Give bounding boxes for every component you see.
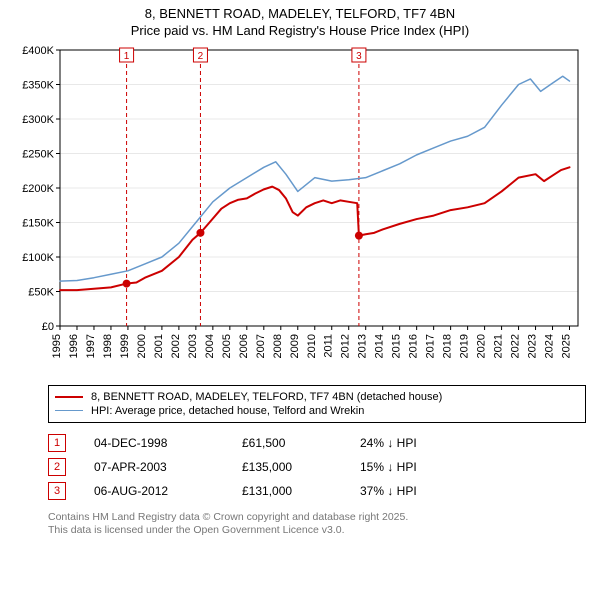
x-tick-label: 2001	[153, 334, 165, 358]
y-tick-label: £400K	[22, 45, 54, 57]
sale-marker-number: 1	[124, 51, 130, 62]
x-tick-label: 2009	[289, 334, 301, 358]
legend-item: 8, BENNETT ROAD, MADELEY, TELFORD, TF7 4…	[55, 390, 579, 404]
sale-diff: 15% ↓ HPI	[360, 460, 470, 474]
x-tick-label: 2015	[391, 334, 403, 358]
legend: 8, BENNETT ROAD, MADELEY, TELFORD, TF7 4…	[48, 385, 586, 423]
x-tick-label: 2010	[306, 334, 318, 358]
sale-row: 3 06-AUG-2012 £131,000 37% ↓ HPI	[48, 479, 586, 503]
price-chart: £0 £50K £100K £150K £200K £250K £300K £350K £400…	[12, 44, 588, 374]
x-tick-label: 2013	[357, 334, 369, 358]
title-line2: Price paid vs. HM Land Registry's House …	[0, 23, 600, 40]
legend-swatch	[55, 410, 83, 411]
x-tick-label: 2012	[340, 334, 352, 358]
title-line1: 8, BENNETT ROAD, MADELEY, TELFORD, TF7 4…	[0, 6, 600, 23]
y-tick-label: £100K	[22, 252, 54, 264]
sale-marker-number: 3	[356, 51, 362, 62]
x-tick-label: 2025	[561, 334, 573, 358]
footer-line2: This data is licensed under the Open Gov…	[48, 524, 586, 538]
sale-price: £135,000	[242, 460, 332, 474]
footer-attribution: Contains HM Land Registry data © Crown c…	[48, 511, 586, 538]
x-tick-label: 2021	[493, 334, 505, 358]
x-tick-label: 2007	[255, 334, 267, 358]
sale-marker-ref: 3	[48, 482, 66, 500]
y-tick-label: £350K	[22, 79, 54, 91]
x-tick-label: 1999	[119, 334, 131, 358]
sale-diff: 24% ↓ HPI	[360, 436, 470, 450]
x-tick-label: 1996	[68, 334, 80, 358]
sale-price: £131,000	[242, 484, 332, 498]
sale-date: 04-DEC-1998	[94, 436, 214, 450]
sale-row: 1 04-DEC-1998 £61,500 24% ↓ HPI	[48, 431, 586, 455]
sales-table: 1 04-DEC-1998 £61,500 24% ↓ HPI 2 07-APR-2003…	[48, 431, 586, 503]
y-tick-label: £0	[42, 321, 54, 333]
chart-container: £0 £50K £100K £150K £200K £250K £300K £350K £400…	[12, 44, 588, 377]
x-tick-label: 1998	[102, 334, 114, 358]
x-tick-label: 2014	[374, 334, 386, 358]
x-tick-label: 2016	[408, 334, 420, 358]
sale-marker-ref: 2	[48, 458, 66, 476]
y-tick-label: £50K	[28, 286, 54, 298]
x-tick-label: 2005	[221, 334, 233, 358]
x-tick-label: 2008	[272, 334, 284, 358]
y-tick-label: £300K	[22, 114, 54, 126]
sale-marker-number: 2	[198, 51, 204, 62]
legend-label: 8, BENNETT ROAD, MADELEY, TELFORD, TF7 4…	[91, 391, 442, 403]
sale-marker-ref: 1	[48, 434, 66, 452]
x-tick-label: 2004	[204, 334, 216, 358]
series-hpi	[60, 76, 570, 281]
x-tick-label: 2011	[323, 334, 335, 358]
x-tick-label: 1997	[85, 334, 97, 358]
sale-row: 2 07-APR-2003 £135,000 15% ↓ HPI	[48, 455, 586, 479]
x-tick-label: 2019	[459, 334, 471, 358]
x-tick-label: 2022	[510, 334, 522, 358]
x-tick-label: 2006	[238, 334, 250, 358]
sale-price: £61,500	[242, 436, 332, 450]
x-tick-label: 2002	[170, 334, 182, 358]
x-tick-label: 2020	[476, 334, 488, 358]
legend-item: HPI: Average price, detached house, Telf…	[55, 404, 579, 418]
chart-title: 8, BENNETT ROAD, MADELEY, TELFORD, TF7 4…	[0, 0, 600, 40]
x-tick-label: 2003	[187, 334, 199, 358]
y-tick-label: £250K	[22, 148, 54, 160]
y-tick-label: £200K	[22, 183, 54, 195]
x-tick-label: 2018	[442, 334, 454, 358]
legend-label: HPI: Average price, detached house, Telf…	[91, 405, 364, 417]
sale-date: 07-APR-2003	[94, 460, 214, 474]
footer-line1: Contains HM Land Registry data © Crown c…	[48, 511, 586, 525]
series-price_paid	[60, 167, 570, 290]
y-tick-label: £150K	[22, 217, 54, 229]
x-tick-label: 2017	[425, 334, 437, 358]
x-tick-label: 2023	[527, 334, 539, 358]
sale-date: 06-AUG-2012	[94, 484, 214, 498]
x-tick-label: 2024	[544, 334, 556, 358]
x-tick-label: 2000	[136, 334, 148, 358]
legend-swatch	[55, 396, 83, 398]
sale-diff: 37% ↓ HPI	[360, 484, 470, 498]
x-tick-label: 1995	[51, 334, 63, 358]
